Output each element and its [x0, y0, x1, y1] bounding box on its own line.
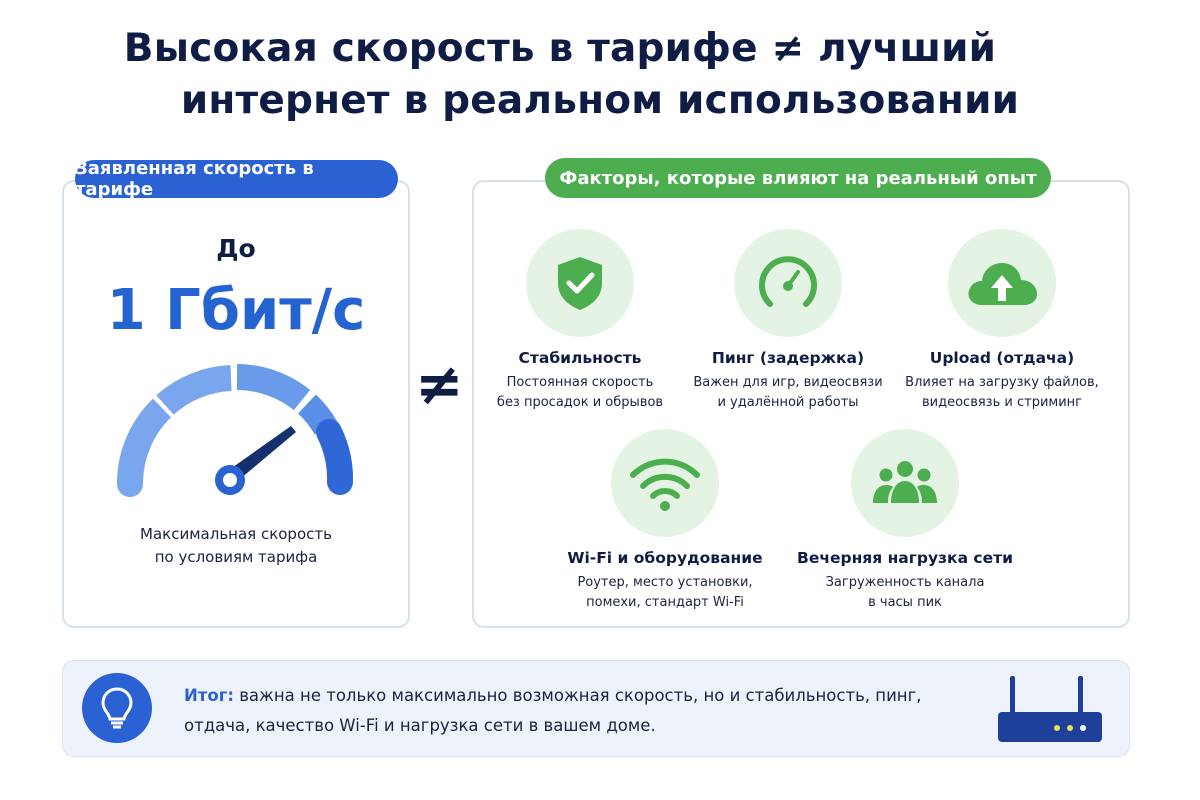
- factor-ping: Пинг (задержка) Важен для игр, видеосвяз…: [678, 229, 898, 413]
- factor-desc: в часы пик: [868, 595, 942, 610]
- declared-speed-header: Заявленная скорость в тарифе: [75, 158, 398, 200]
- factor-title: Upload (отдача): [929, 349, 1075, 367]
- summary-body: важна не только максимально возможная ск…: [184, 686, 922, 735]
- speed-caption: Максимальная скорость по условиям тарифа: [62, 523, 410, 569]
- speedometer-icon: [117, 364, 354, 497]
- speed-value: 1 Гбит/с: [106, 278, 366, 343]
- factor-desc: и удалённой работы: [717, 395, 859, 410]
- router-icon: [998, 676, 1102, 742]
- factor-title: Wi-Fi и оборудование: [567, 549, 763, 567]
- wifi-icon: [630, 458, 700, 511]
- factor-desc: Роутер, место установки,: [577, 575, 753, 590]
- summary-text: Итог: важна не только максимально возмож…: [184, 681, 944, 741]
- shield-check-icon: [558, 257, 602, 310]
- title-line-1: Высокая скорость в тарифе ≠ лучший: [123, 26, 997, 71]
- factor-title: Стабильность: [518, 349, 642, 367]
- summary-panel: [62, 660, 1130, 757]
- factor-desc: Важен для игр, видеосвязи: [693, 375, 883, 390]
- factor-evening-load: Вечерняя нагрузка сети Загруженность кан…: [795, 429, 1015, 613]
- factor-desc: Постоянная скорость: [506, 375, 654, 390]
- factor-desc: Влияет на загрузку файлов,: [905, 375, 1099, 390]
- title-line-2: интернет в реальном использовании: [180, 78, 1020, 123]
- factor-stability: Стабильность Постоянная скорость без прос…: [470, 229, 690, 413]
- factor-wifi: Wi-Fi и оборудование Роутер, место устан…: [555, 429, 775, 613]
- users-icon: [873, 461, 937, 503]
- factor-desc: без просадок и обрывов: [496, 395, 664, 410]
- caption-line-2: по условиям тарифа: [154, 548, 318, 566]
- factor-desc: видеосвязь и стриминг: [922, 395, 1082, 410]
- factor-upload: Upload (отдача) Влияет на загрузку файло…: [892, 229, 1112, 413]
- factor-title: Вечерняя нагрузка сети: [797, 549, 1013, 567]
- not-equal-sign: ≠: [415, 350, 464, 418]
- factor-title: Пинг (задержка): [711, 349, 865, 367]
- lightbulb-icon: [82, 673, 152, 743]
- factor-desc: помехи, стандарт Wi-Fi: [586, 595, 744, 610]
- summary-label: Итог:: [184, 686, 234, 705]
- speed-prefix: До: [216, 234, 256, 263]
- caption-line-1: Максимальная скорость: [140, 525, 332, 543]
- factors-header: Факторы, которые влияют на реальный опыт: [545, 158, 1051, 198]
- cloud-upload-icon: [968, 263, 1037, 305]
- gauge-icon: [759, 256, 817, 307]
- factor-desc: Загруженность канала: [825, 575, 985, 590]
- declared-speed-card: [62, 180, 410, 628]
